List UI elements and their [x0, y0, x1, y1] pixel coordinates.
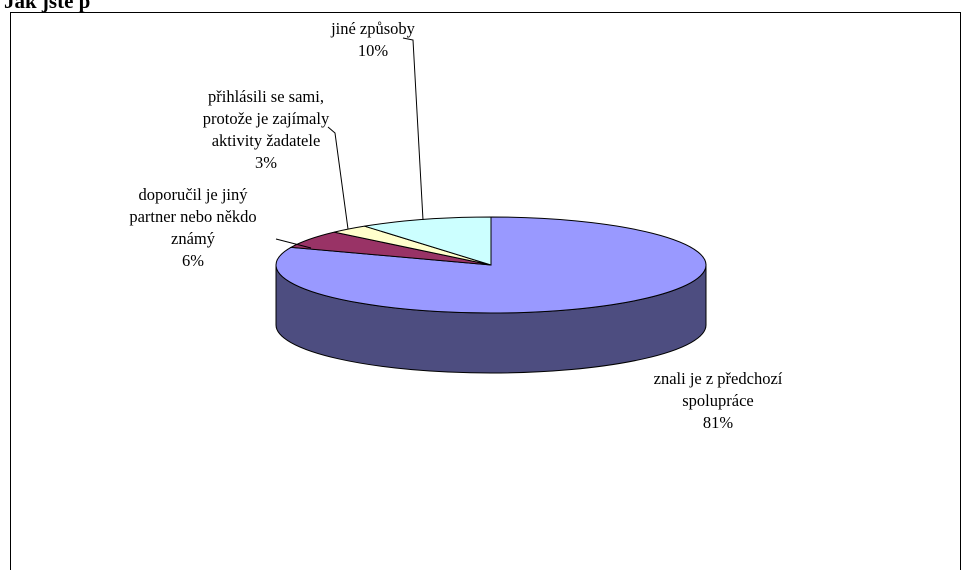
- slice-label-line: aktivity žadatele: [212, 131, 321, 150]
- slice-percent-2: 3%: [255, 153, 277, 172]
- slice-label-2: přihlásili se sami, protože je zajímaly ak…: [203, 87, 330, 172]
- leader-line-1: [275, 238, 312, 249]
- slice-label-line: partner nebo někdo: [129, 207, 256, 226]
- cut-off-heading: Jak jste p: [4, 0, 91, 13]
- leader-line-3: [402, 37, 424, 221]
- slice-label-line: protože je zajímaly: [203, 109, 330, 128]
- slice-percent-0: 81%: [703, 413, 734, 432]
- slice-label-1: doporučil je jiný partner nebo někdo známý…: [129, 185, 256, 270]
- slice-percent-1: 6%: [182, 251, 204, 270]
- leader-line-2: [327, 126, 349, 230]
- slice-label-line: spolupráce: [682, 391, 753, 410]
- slice-label-line: přihlásili se sami,: [208, 87, 324, 106]
- slice-label-line: doporučil je jiný: [138, 185, 248, 204]
- slice-label-line: znali je z předchozí: [654, 369, 783, 388]
- slice-percent-3: 10%: [358, 41, 389, 60]
- slice-label-0: znali je z předchozí spolupráce 81%: [654, 369, 783, 432]
- pie-slice-3: [364, 216, 492, 266]
- slice-label-3: jiné způsoby 10%: [330, 19, 416, 60]
- slice-label-line: známý: [171, 229, 216, 248]
- slice-label-line: jiné způsoby: [330, 19, 416, 38]
